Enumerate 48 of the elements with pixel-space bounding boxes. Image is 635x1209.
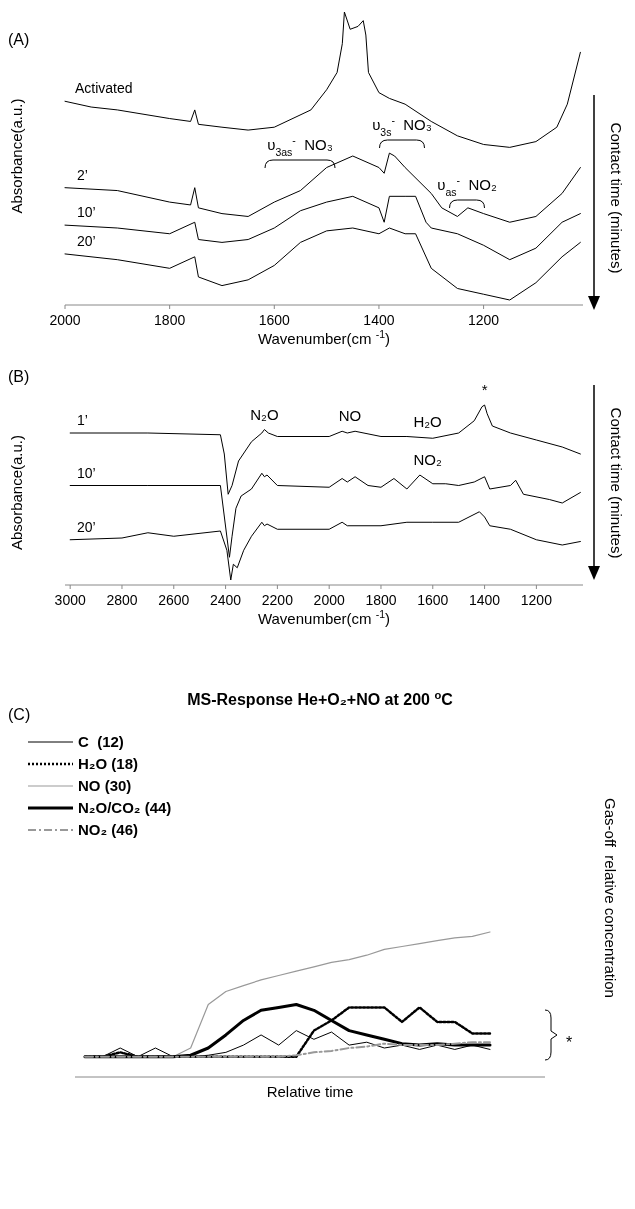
x-tick-label: 1200 [468,312,500,328]
x-tick-label: 2400 [210,592,242,608]
y2-axis-title: Contact time (minutes) [608,122,625,274]
x-tick-label: 1800 [365,592,397,608]
annotation: H₂O [413,412,442,430]
legend-label: C (12) [78,733,124,750]
series-label: 2’ [77,166,88,183]
text: (A) [8,31,30,48]
x-tick-label: 1600 [258,312,291,328]
series-label: 20’ [77,232,96,249]
x-tick-label: 2600 [158,592,190,608]
text: (C) [8,706,31,723]
legend-label: N₂O/CO₂ (44) [78,799,172,816]
x-tick-label: 2800 [106,592,138,608]
legend-label: NO₂ (46) [78,821,139,838]
x-tick-label: 1600 [417,592,449,608]
x-tick-label: 3000 [54,592,86,608]
annotation: υ$_{as}$$^{-}$ NO₂ [437,174,497,198]
legend-label: H₂O (18) [78,755,139,772]
x-tick-label: 1800 [154,312,186,328]
x-axis-title: Wavenumber(cm $^{-1}$) [257,328,391,347]
series-label: 10’ [77,204,96,221]
annotation: * [481,381,488,398]
x-tick-label: 2000 [49,312,81,328]
x-tick-label: 2200 [261,592,294,608]
y2-axis-title: Gas-off relative concentration [602,798,619,998]
y2-axis-title: Contact time (minutes) [608,407,625,559]
text: * [566,1034,573,1051]
series-label: 20’ [77,518,96,535]
x-tick-label: 1200 [520,592,553,608]
annotation: NO₂ [413,451,442,468]
annotation: NO [338,407,362,425]
y-axis-title: Absorbance(a.u.) [8,98,25,214]
chart-title: MS-Response He+O₂+NO at 200 $^{o}$C [187,689,454,708]
y-axis-title: Absorbance(a.u.) [8,434,25,551]
series-label: 1’ [77,412,88,428]
annotation: υ$_{3s}$$^{-}$ NO₃ [372,114,432,138]
x-axis-title: Wavenumber(cm $^{-1}$) [257,608,391,627]
series-label: Activated [75,80,133,97]
legend-label: NO (30) [78,777,132,794]
annotation: N₂O [250,405,279,423]
x-tick-label: 1400 [469,592,501,608]
x-axis-title: Relative time [266,1083,354,1100]
chart-title: (B) [8,368,30,385]
x-tick-label: 2000 [313,592,345,608]
series-label: 10’ [77,464,96,481]
x-tick-label: 1400 [363,312,395,328]
annotation: υ$_{3as}$$^{-}$ NO₃ [267,134,333,158]
